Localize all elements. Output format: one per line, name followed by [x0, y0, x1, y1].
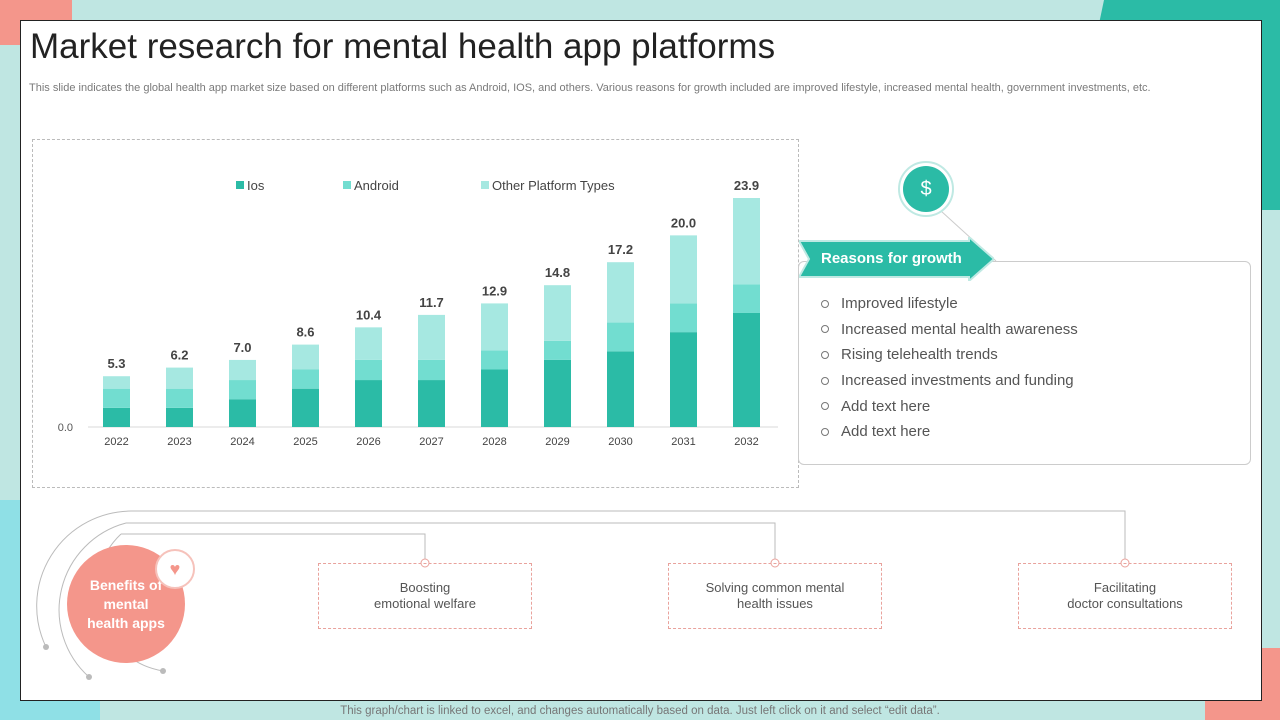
data-label: 5.3 — [107, 356, 125, 371]
money-plant-hand-icon: $ — [898, 161, 954, 217]
benefits-heading: Benefits of mental health apps — [87, 576, 165, 631]
x-tick-label: 2025 — [293, 436, 317, 448]
bar-segment-android — [355, 359, 382, 381]
bar-segment-ios — [166, 407, 193, 427]
bar-segment-ios — [607, 351, 634, 427]
bar-segment-ios — [103, 407, 130, 427]
list-item: Increased investments and funding — [821, 368, 1078, 394]
benefit-card: Solving common mental health issues — [668, 563, 882, 629]
stacked-bar-chart: 0.0 5.3 2022 6.2 2023 7.0 2024 8.6 2025 10.4 2026 1… — [58, 178, 778, 448]
x-tick-label: 2032 — [734, 436, 758, 448]
bar-segment-ios — [355, 380, 382, 427]
bar-segment-android — [166, 388, 193, 408]
bar-segment-ios — [670, 332, 697, 427]
data-label: 10.4 — [356, 307, 382, 322]
legend-label: Ios — [247, 178, 265, 193]
bar-segment-android — [481, 350, 508, 370]
legend-label: Other Platform Types — [492, 178, 615, 193]
bar-segment-android — [229, 380, 256, 400]
bar-segment-android — [292, 369, 319, 389]
bar-segment-ios — [229, 399, 256, 427]
bar-segment-other-platform-types — [733, 198, 760, 285]
bar-segment-ios — [733, 312, 760, 427]
bar-segment-other-platform-types — [355, 327, 382, 360]
bar-segment-android — [103, 388, 130, 408]
bar-segment-other-platform-types — [481, 303, 508, 351]
reasons-banner — [799, 237, 994, 281]
bar-segment-other-platform-types — [229, 359, 256, 381]
benefit-card: Boosting emotional welfare — [318, 563, 532, 629]
reasons-box — [798, 261, 1251, 465]
data-label: 7.0 — [233, 340, 251, 355]
bar-segment-other-platform-types — [670, 235, 697, 304]
data-label: 8.6 — [296, 325, 314, 340]
bar-segment-other-platform-types — [544, 285, 571, 341]
bar-segment-android — [670, 303, 697, 333]
subtitle: This slide indicates the global health a… — [29, 82, 1151, 94]
x-tick-label: 2023 — [167, 436, 191, 448]
x-tick-label: 2026 — [356, 436, 380, 448]
x-tick-label: 2024 — [230, 436, 254, 448]
footer-note: This graph/chart is linked to excel, and… — [340, 705, 940, 717]
benefit-card: Facilitating doctor consultations — [1018, 563, 1232, 629]
slide: Market research for mental health app pl… — [20, 20, 1262, 701]
bar-segment-android — [733, 284, 760, 313]
reasons-heading: Reasons for growth — [821, 250, 962, 267]
bar-segment-ios — [544, 359, 571, 427]
legend-swatch — [481, 181, 489, 189]
heart-hands-icon: ♥ — [155, 549, 195, 589]
data-label: 23.9 — [734, 178, 759, 193]
bar-segment-ios — [481, 369, 508, 427]
x-tick-label: 2029 — [545, 436, 569, 448]
bar-segment-android — [607, 322, 634, 352]
list-item: Improved lifestyle — [821, 291, 1078, 317]
x-tick-label: 2028 — [482, 436, 506, 448]
bar-segment-android — [418, 359, 445, 381]
data-label: 11.7 — [419, 295, 444, 310]
x-tick-label: 2022 — [104, 436, 128, 448]
data-label: 6.2 — [170, 348, 188, 363]
legend-swatch — [343, 181, 351, 189]
data-label: 20.0 — [671, 215, 696, 230]
legend-label: Android — [354, 178, 399, 193]
bar-segment-ios — [292, 388, 319, 427]
data-label: 17.2 — [608, 242, 633, 257]
y-tick-label: 0.0 — [58, 422, 73, 434]
reasons-list: Improved lifestyle Increased mental heal… — [821, 291, 1078, 445]
bar-segment-other-platform-types — [103, 376, 130, 389]
x-tick-label: 2027 — [419, 436, 443, 448]
x-tick-label: 2030 — [608, 436, 632, 448]
list-item: Add text here — [821, 393, 1078, 419]
list-item: Rising telehealth trends — [821, 342, 1078, 368]
list-item: Increased mental health awareness — [821, 317, 1078, 343]
list-item: Add text here — [821, 419, 1078, 445]
bar-segment-other-platform-types — [292, 344, 319, 370]
data-label: 12.9 — [482, 283, 507, 298]
page-title: Market research for mental health app pl… — [30, 27, 776, 66]
legend-swatch — [236, 181, 244, 189]
bar-segment-other-platform-types — [607, 262, 634, 323]
chart[interactable]: 0.0 5.3 2022 6.2 2023 7.0 2024 8.6 2025 10.4 2026 1… — [32, 139, 799, 488]
x-tick-label: 2031 — [671, 436, 695, 448]
bar-segment-android — [544, 340, 571, 360]
bar-segment-other-platform-types — [166, 367, 193, 389]
bar-segment-other-platform-types — [418, 314, 445, 360]
data-label: 14.8 — [545, 265, 570, 280]
bar-segment-ios — [418, 380, 445, 427]
